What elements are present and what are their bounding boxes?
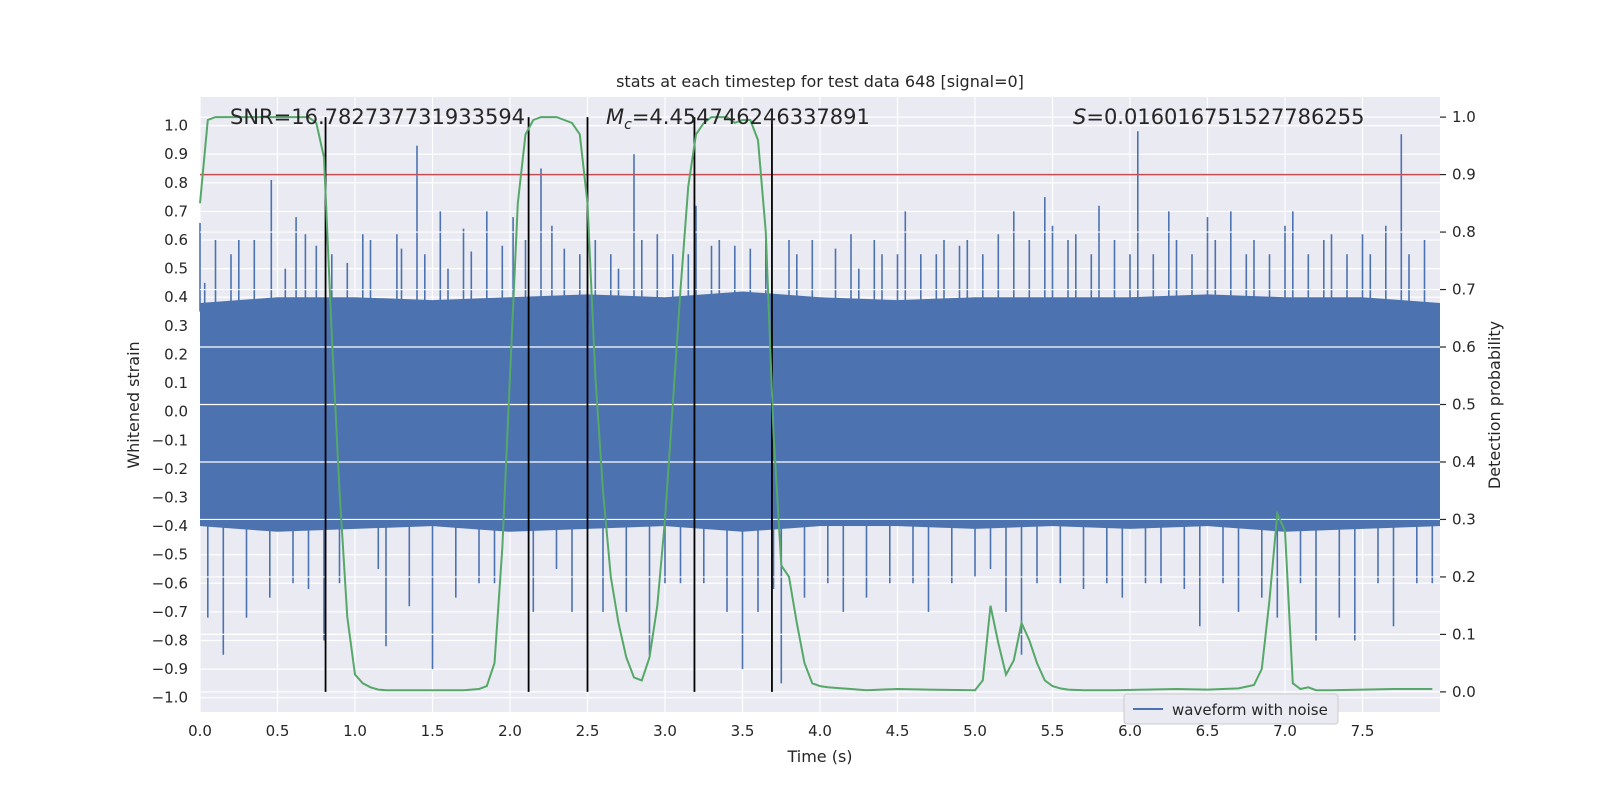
left-y-tick-label: 0.9 (164, 145, 188, 163)
detection-probability-line (199, 116, 1433, 692)
x-tick-label: 4.0 (808, 722, 832, 740)
x-tick-label: 4.5 (886, 722, 910, 740)
left-y-tick-label: −0.7 (152, 603, 188, 621)
x-tick-label: 6.0 (1118, 722, 1142, 740)
left-y-tick-label: 0.7 (164, 202, 188, 220)
left-y-tick-label: 0.4 (164, 288, 188, 306)
right-y-tick-label: 0.7 (1452, 281, 1476, 299)
s-value: =0.016016751527786255 (1086, 105, 1364, 129)
x-axis-ticks: 0.0 0.5 1.0 1.5 2.0 2.5 3.0 3.5 4.0 4.5 5.0 5.5 6.0 6… (188, 722, 1374, 740)
left-y-tick-label: 0.3 (164, 317, 188, 335)
x-tick-label: 1.5 (421, 722, 445, 740)
x-tick-label: 5.0 (963, 722, 987, 740)
left-y-axis-ticks: 1.0 0.9 0.8 0.7 0.6 0.5 0.4 0.3 0.2 0.1 0.0 −0.1 −0.… (152, 117, 188, 707)
x-tick-label: 2.0 (498, 722, 522, 740)
s-symbol: S (1073, 105, 1086, 129)
x-tick-label: 3.0 (653, 722, 677, 740)
left-y-tick-label: 1.0 (164, 117, 188, 135)
x-tick-label: 7.0 (1273, 722, 1297, 740)
right-y-axis-label: Detection probability (1485, 321, 1504, 489)
left-y-tick-label: −0.8 (152, 631, 188, 649)
legend-box (1123, 693, 1339, 725)
left-y-tick-label: −0.6 (152, 574, 188, 592)
left-y-tick-label: 0.5 (164, 260, 188, 278)
right-y-tick-label: 0.0 (1452, 683, 1476, 701)
left-y-tick-label: −1.0 (152, 689, 188, 707)
x-tick-label: 1.0 (343, 722, 367, 740)
legend: waveform with noise (1123, 693, 1339, 725)
left-y-tick-label: 0.6 (164, 231, 188, 249)
left-y-tick-label: −0.9 (152, 660, 188, 678)
x-tick-label: 0.5 (266, 722, 290, 740)
mc-subscript: c (624, 117, 632, 133)
right-y-tick-label: 0.1 (1452, 625, 1476, 643)
x-tick-label: 3.5 (731, 722, 755, 740)
left-y-tick-label: −0.2 (152, 460, 188, 478)
probability-series (199, 116, 1433, 692)
left-y-tick-label: 0.0 (164, 403, 188, 421)
right-y-tick-label: 1.0 (1452, 108, 1476, 126)
mc-value: =4.454746246337891 (632, 105, 870, 129)
left-y-tick-label: −0.4 (152, 517, 188, 535)
x-tick-label: 5.5 (1041, 722, 1065, 740)
legend-label: waveform with noise (1172, 701, 1328, 719)
right-y-tick-label: 0.2 (1452, 568, 1476, 586)
x-tick-label: 6.5 (1196, 722, 1220, 740)
right-y-axis-ticks: 1.0 0.9 0.8 0.7 0.6 0.5 0.4 0.3 0.2 0.1 0.0 (1440, 108, 1476, 701)
s-annotation: S=0.016016751527786255 (1073, 105, 1364, 129)
left-y-tick-label: −0.3 (152, 488, 188, 506)
x-tick-label: 0.0 (188, 722, 212, 740)
left-y-tick-label: −0.5 (152, 546, 188, 564)
right-y-tick-label: 0.4 (1452, 453, 1476, 471)
right-y-tick-label: 0.3 (1452, 510, 1476, 528)
left-y-tick-label: 0.1 (164, 374, 188, 392)
x-tick-label: 2.5 (576, 722, 600, 740)
snr-annotation: SNR=16.782737731933594 (230, 105, 525, 129)
x-tick-label: 7.5 (1351, 722, 1375, 740)
left-y-tick-label: 0.2 (164, 345, 188, 363)
right-y-tick-label: 0.6 (1452, 338, 1476, 356)
threshold-group (200, 116, 1440, 693)
mc-symbol: M (606, 105, 624, 129)
left-y-tick-label: −0.1 (152, 431, 188, 449)
chirp-mass-annotation: Mc=4.454746246337891 (606, 105, 870, 133)
left-y-tick-label: 0.8 (164, 174, 188, 192)
right-y-tick-label: 0.5 (1452, 396, 1476, 414)
waveform-noise-band (200, 291, 1440, 532)
chart-title: stats at each timestep for test data 648… (616, 72, 1024, 91)
right-y-tick-label: 0.9 (1452, 166, 1476, 184)
left-y-axis-label: Whitened strain (124, 341, 143, 468)
x-axis-label: Time (s) (786, 747, 852, 766)
right-y-tick-label: 0.8 (1452, 223, 1476, 241)
